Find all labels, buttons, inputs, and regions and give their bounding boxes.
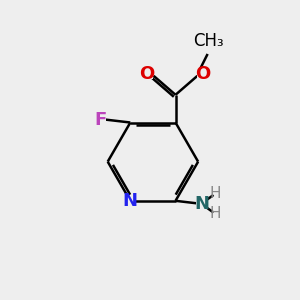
Bar [124, 196, 136, 206]
Text: O: O [195, 65, 210, 83]
Text: N: N [194, 195, 209, 213]
Text: H: H [209, 206, 220, 221]
Text: H: H [209, 186, 220, 201]
Text: O: O [140, 65, 155, 83]
Text: F: F [94, 111, 106, 129]
Bar [196, 199, 208, 209]
Text: N: N [123, 192, 138, 210]
Bar [141, 69, 153, 80]
Bar [196, 69, 209, 80]
Bar [94, 115, 106, 125]
Text: CH₃: CH₃ [193, 32, 224, 50]
